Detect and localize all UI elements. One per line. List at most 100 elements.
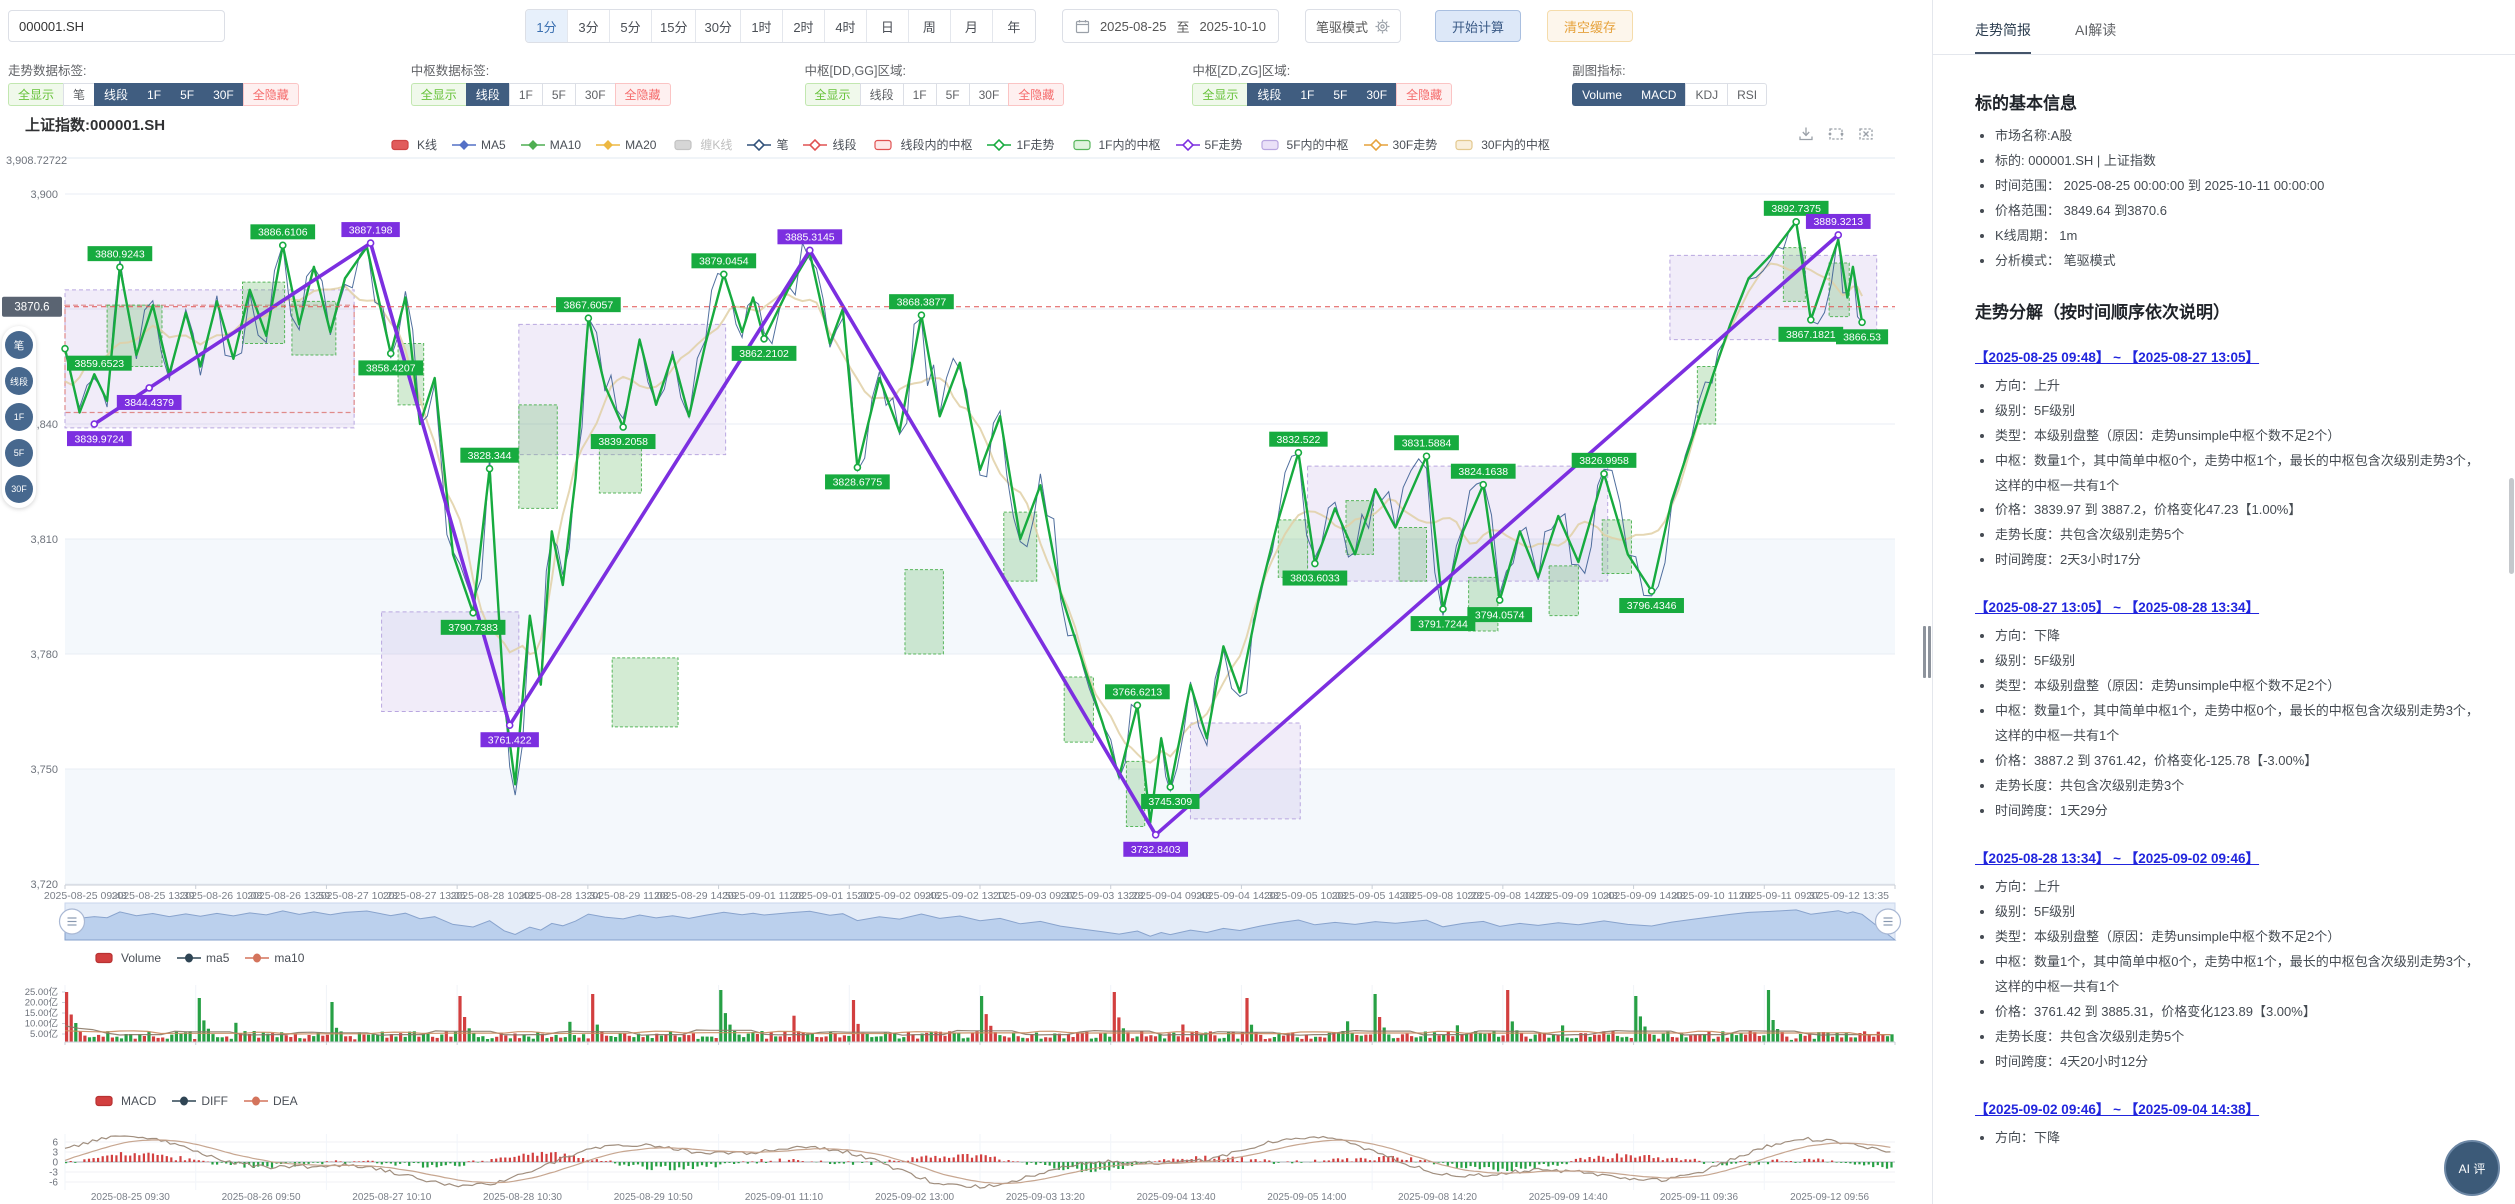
legend-item-ma5[interactable]: ma5 [177, 951, 229, 965]
filter-button-1F[interactable]: 1F [508, 83, 542, 106]
zoom-select-icon[interactable] [1828, 126, 1844, 142]
panel-scrollbar[interactable] [2509, 478, 2514, 574]
legend-item-DIFF[interactable]: DIFF [172, 1094, 228, 1108]
legend-item-5F内的中枢[interactable]: 5F内的中枢 [1258, 136, 1349, 153]
filter-button-全隐藏[interactable]: 全隐藏 [242, 83, 299, 106]
mode-selector[interactable]: 笔驱模式 [1304, 9, 1401, 43]
download-icon[interactable] [1798, 126, 1814, 142]
ai-review-button[interactable]: AI 评 [2444, 1140, 2500, 1196]
period-button-3分[interactable]: 3分 [568, 10, 610, 42]
panel-tab-AI解读[interactable]: AI解读 [2075, 22, 2117, 38]
period-button-年[interactable]: 年 [992, 10, 1035, 42]
side-level-button-1F[interactable]: 1F [5, 403, 33, 431]
side-level-button-线段[interactable]: 线段 [5, 367, 33, 395]
date-start[interactable]: 2025-08-25 [1099, 18, 1167, 34]
period-button-15分[interactable]: 15分 [652, 10, 697, 42]
legend-item-ma10[interactable]: ma10 [245, 951, 304, 965]
filter-button-全显示[interactable]: 全显示 [804, 83, 860, 106]
filter-button-全显示[interactable]: 全显示 [410, 83, 466, 106]
section-range-link[interactable]: 【2025-08-27 13:05】 ~ 【2025-08-28 13:34】 [1975, 600, 2260, 616]
filter-button-30F[interactable]: 30F [203, 83, 243, 106]
legend-item-DEA[interactable]: DEA [244, 1094, 298, 1108]
filter-button-线段[interactable]: 线段 [465, 83, 509, 106]
filter-button-全隐藏[interactable]: 全隐藏 [614, 83, 671, 106]
period-button-1时[interactable]: 1时 [740, 10, 783, 42]
filter-button-1F[interactable]: 1F [902, 83, 936, 106]
svg-text:2025-08-28 10:30: 2025-08-28 10:30 [483, 1192, 562, 1203]
filter-button-KDJ[interactable]: KDJ [1685, 83, 1728, 106]
filter-button-30F[interactable]: 30F [1356, 83, 1397, 106]
filter-button-笔[interactable]: 笔 [63, 83, 95, 106]
gear-icon[interactable] [1375, 18, 1390, 34]
filter-button-30F[interactable]: 30F [574, 83, 615, 106]
filter-button-5F[interactable]: 5F [541, 83, 575, 106]
period-button-2时[interactable]: 2时 [782, 10, 825, 42]
zoom-reset-icon[interactable] [1858, 126, 1874, 142]
section-range-link[interactable]: 【2025-08-28 13:34】 ~ 【2025-09-02 09:46】 [1975, 850, 2260, 866]
date-range-picker[interactable]: 2025-08-25 至 2025-10-10 [1061, 9, 1279, 43]
filter-button-全显示[interactable]: 全显示 [8, 83, 64, 106]
svg-text:5.00亿: 5.00亿 [30, 1028, 58, 1040]
legend-item-1F内的中枢[interactable]: 1F内的中枢 [1070, 136, 1161, 153]
basic-info-item: 市场名称:A股 [1995, 124, 2482, 149]
svg-text:2025-09-12 09:56: 2025-09-12 09:56 [1790, 1192, 1869, 1203]
svg-text:20.00亿: 20.00亿 [25, 997, 58, 1009]
period-button-4时[interactable]: 4时 [824, 10, 867, 42]
filter-button-线段[interactable]: 线段 [94, 83, 138, 106]
legend-item-MA5[interactable]: MA5 [452, 138, 506, 152]
filter-button-全显示[interactable]: 全显示 [1192, 83, 1248, 106]
price-chart-canvas[interactable]: 3,908.72722 3,900 3,840 3,810 3,780 3,750 3,72… [0, 0, 1932, 1204]
period-button-5分[interactable]: 5分 [610, 10, 652, 42]
filter-button-5F[interactable]: 5F [1323, 83, 1357, 106]
svg-text:3831.5884: 3831.5884 [1402, 437, 1452, 449]
filter-button-30F[interactable]: 30F [968, 83, 1009, 106]
section-range-link[interactable]: 【2025-09-02 09:46】 ~ 【2025-09-04 14:38】 [1975, 1101, 2260, 1117]
filter-group-1: 中枢数据标签: 全显示 线段 1F 5F 30F 全隐藏 [410, 60, 671, 116]
start-calculation-button[interactable]: 开始计算 [1434, 10, 1521, 42]
side-level-button-30F[interactable]: 30F [5, 475, 33, 503]
legend-item-MA20[interactable]: MA20 [596, 138, 656, 152]
filter-button-1F[interactable]: 1F [137, 83, 171, 106]
side-level-button-5F[interactable]: 5F [5, 439, 33, 467]
legend-item-1F走势[interactable]: 1F走势 [987, 136, 1055, 153]
section-detail-item: 价格：3839.97 到 3887.2，价格变化47.23【1.00%】 [1995, 498, 2482, 523]
filter-button-线段[interactable]: 线段 [1247, 83, 1291, 106]
clear-cache-button[interactable]: 清空缓存 [1546, 10, 1633, 42]
svg-text:2025-09-09 14:48: 2025-09-09 14:48 [1603, 890, 1686, 902]
svg-text:3,908.72722: 3,908.72722 [6, 155, 67, 167]
section-range-link[interactable]: 【2025-08-25 09:48】 ~ 【2025-08-27 13:05】 [1975, 349, 2260, 365]
legend-item-MA10[interactable]: MA10 [520, 138, 581, 152]
period-button-月[interactable]: 月 [950, 10, 993, 42]
legend-item-30F走势[interactable]: 30F走势 [1363, 136, 1437, 153]
filter-button-5F[interactable]: 5F [170, 83, 204, 106]
legend-item-Volume[interactable]: Volume [92, 951, 161, 965]
legend-item-5F走势[interactable]: 5F走势 [1175, 136, 1243, 153]
panel-tab-走势简报[interactable]: 走势简报 [1975, 20, 2031, 54]
period-button-1分[interactable]: 1分 [526, 10, 568, 42]
legend-item-MACD[interactable]: MACD [92, 1094, 156, 1108]
filter-button-线段[interactable]: 线段 [859, 83, 903, 106]
period-button-周[interactable]: 周 [908, 10, 951, 42]
filter-button-全隐藏[interactable]: 全隐藏 [1008, 83, 1065, 106]
side-level-button-笔[interactable]: 笔 [5, 331, 33, 359]
filter-button-1F[interactable]: 1F [1290, 83, 1324, 106]
legend-item-缠K线[interactable]: 缠K线 [671, 136, 732, 153]
period-button-30分[interactable]: 30分 [696, 10, 741, 42]
legend-item-线段[interactable]: 线段 [803, 136, 856, 153]
svg-text:3766.6213: 3766.6213 [1113, 686, 1163, 698]
date-end[interactable]: 2025-10-10 [1199, 18, 1266, 34]
legend-label: DIFF [201, 1094, 229, 1108]
legend-item-K线[interactable]: K线 [388, 136, 437, 153]
filter-button-Volume[interactable]: Volume [1572, 83, 1632, 106]
legend-item-笔[interactable]: 笔 [747, 136, 788, 153]
filter-button-全隐藏[interactable]: 全隐藏 [1396, 83, 1453, 106]
period-button-日[interactable]: 日 [866, 10, 909, 42]
filter-button-RSI[interactable]: RSI [1727, 83, 1768, 106]
filter-button-5F[interactable]: 5F [935, 83, 969, 106]
stock-code-input[interactable] [8, 10, 225, 42]
svg-text:3826.9958: 3826.9958 [1579, 455, 1629, 467]
panel-resize-handle[interactable] [1923, 626, 1932, 678]
filter-button-MACD[interactable]: MACD [1631, 83, 1686, 106]
legend-item-线段内的中枢[interactable]: 线段内的中枢 [871, 136, 972, 153]
legend-item-30F内的中枢[interactable]: 30F内的中枢 [1452, 136, 1550, 153]
